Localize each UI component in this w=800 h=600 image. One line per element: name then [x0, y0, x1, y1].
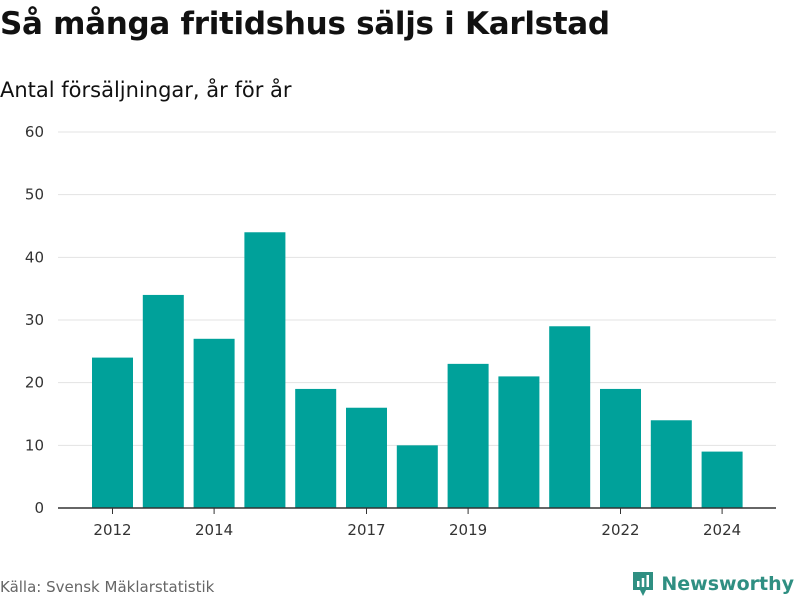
chart-title: Så många fritidshus säljs i Karlstad [0, 6, 610, 42]
bar-2018 [396, 445, 438, 508]
newsworthy-logo-icon [633, 572, 654, 596]
x-tick-label-2017: 2017 [347, 521, 385, 539]
bar-2012 [92, 357, 133, 508]
bar-2022 [600, 388, 641, 508]
y-tick-label-50: 50 [25, 186, 44, 204]
bar-2013 [142, 294, 184, 508]
x-tick-label-2014: 2014 [195, 521, 233, 539]
x-tick-label-2024: 2024 [703, 521, 741, 539]
x-tick-label-2012: 2012 [93, 521, 131, 539]
y-tick-label-30: 30 [25, 311, 44, 329]
bar-2015 [244, 232, 286, 508]
bar-2014 [193, 338, 235, 508]
bar-2017 [346, 407, 387, 508]
bar-2020 [498, 376, 540, 508]
chart-subtitle: Antal försäljningar, år för år [0, 78, 292, 102]
y-tick-label-40: 40 [25, 248, 44, 266]
brand-name: Newsworthy [661, 573, 794, 595]
bar-2023 [650, 420, 692, 508]
x-tick-label-2019: 2019 [449, 521, 487, 539]
source-note: Källa: Svensk Mäklarstatistik [0, 578, 215, 596]
bars [92, 232, 743, 508]
brand-logo: Newsworthy [631, 568, 794, 600]
bar-2016 [295, 388, 337, 508]
bar-2021 [549, 326, 591, 508]
axes: 0 10 20 30 40 50 60 2012 2014 2017 2019 2022 2024 [25, 123, 776, 539]
y-tick-label-20: 20 [25, 374, 44, 392]
bar-2024 [701, 451, 743, 508]
x-tick-label-2022: 2022 [601, 521, 639, 539]
bar-2019 [447, 363, 489, 508]
y-tick-label-60: 60 [25, 123, 44, 141]
y-tick-label-0: 0 [34, 499, 44, 517]
y-tick-label-10: 10 [25, 436, 44, 454]
